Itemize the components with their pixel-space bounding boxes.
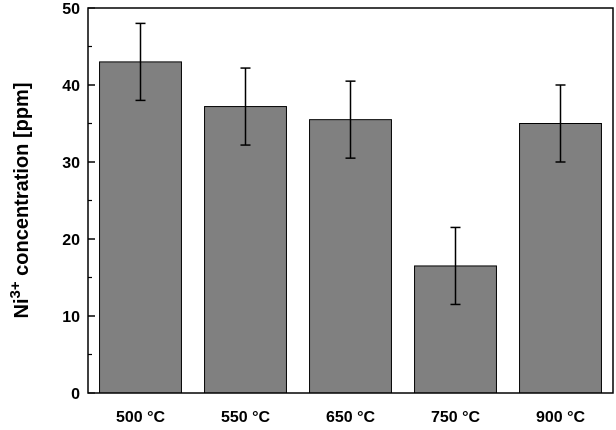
x-axis-labels: 500 °C 550 °C 650 °C 750 °C 900 °C	[116, 409, 586, 426]
y-axis-label-rest: concentration [ppm]	[11, 83, 33, 282]
y-tick-label-3: 30	[62, 155, 80, 172]
y-axis-label-base: Ni	[11, 299, 33, 319]
y-axis-ticks: 0 10 20 30 40 50	[62, 1, 95, 403]
x-tick-label-1: 550 °C	[221, 409, 271, 426]
y-tick-label-1: 10	[62, 309, 80, 326]
y-tick-label-4: 40	[62, 78, 80, 95]
y-axis-label: Ni3+ concentration [ppm]	[7, 83, 33, 319]
y-tick-label-0: 0	[71, 386, 80, 403]
y-tick-label-5: 50	[62, 1, 80, 18]
y-tick-label-2: 20	[62, 232, 80, 249]
y-axis-label-sup: 3+	[7, 281, 24, 298]
error-bars-group	[135, 22, 566, 306]
bar-1	[204, 106, 287, 394]
x-tick-label-2: 650 °C	[326, 409, 376, 426]
x-tick-label-3: 750 °C	[431, 409, 481, 426]
bar-2	[309, 119, 392, 394]
x-tick-label-0: 500 °C	[116, 409, 166, 426]
bar-0	[99, 61, 182, 394]
bar-4	[519, 123, 602, 394]
x-tick-label-4: 900 °C	[536, 409, 586, 426]
